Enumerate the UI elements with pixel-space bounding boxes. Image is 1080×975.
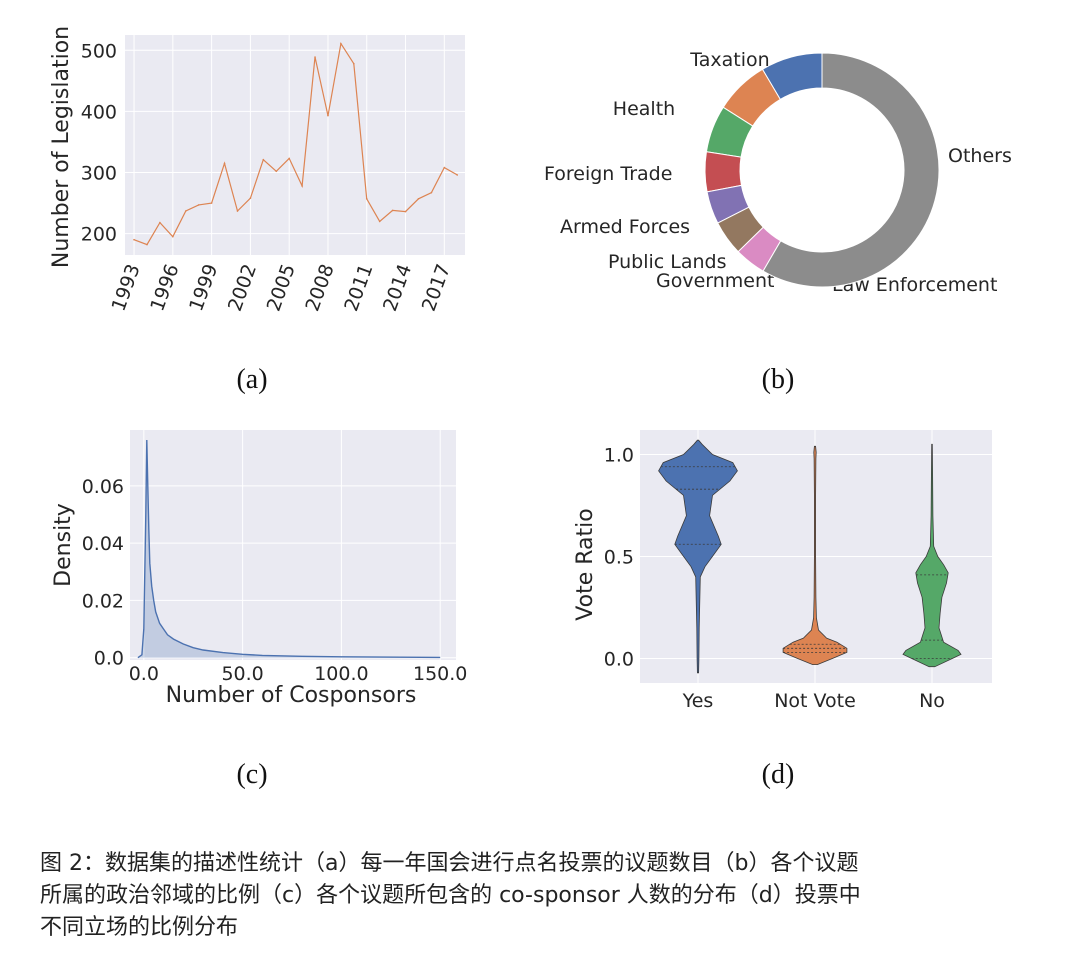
subfigure-label: (b) xyxy=(762,364,795,395)
data-point xyxy=(159,221,161,224)
y-tick-label: 0.04 xyxy=(82,533,124,555)
data-point xyxy=(262,158,265,161)
data-point xyxy=(443,166,446,169)
x-tick-label: Yes xyxy=(682,690,714,712)
data-point xyxy=(314,56,316,58)
donut-slice xyxy=(762,52,940,288)
data-point xyxy=(172,235,174,238)
data-point xyxy=(378,220,381,223)
x-tick-label: 2014 xyxy=(379,261,416,314)
data-point xyxy=(404,210,407,213)
slice-label: Law Enforcement xyxy=(832,274,997,296)
y-tick-label: 500 xyxy=(81,40,117,62)
x-tick-label: 2005 xyxy=(263,261,300,314)
density-curve xyxy=(137,439,441,659)
slice-label: Health xyxy=(613,98,675,120)
violin-body xyxy=(902,443,962,668)
x-tick-label: 0.0 xyxy=(129,663,159,685)
data-point xyxy=(184,210,187,212)
policy-area-donut-chart: Taxation Health Foreign Trade Armed Forces P… xyxy=(544,49,1012,395)
x-tick-label: 1996 xyxy=(146,261,183,314)
x-tick-label: 2002 xyxy=(224,261,261,314)
x-tick-label: 1993 xyxy=(108,261,145,314)
caption-line-3: 不同立场的比例分布 xyxy=(40,915,239,940)
slice-label: Foreign Trade xyxy=(544,163,672,185)
figure-caption: 图 2：数据集的描述性统计（a）每一年国会进行点名投票的议题数目（b）各个议题 … xyxy=(40,848,1050,944)
data-point xyxy=(327,114,329,117)
slice-label: Others xyxy=(948,145,1012,167)
y-tick-label: 0.02 xyxy=(82,590,124,612)
y-tick-label: 0.5 xyxy=(604,547,634,569)
data-point xyxy=(197,204,200,206)
panel-c-density-chart: 0.0 0.02 0.04 0.06 0.0 50.0 100.0 150.0 Number o… xyxy=(0,410,540,795)
data-point xyxy=(391,209,394,212)
x-axis-label: Number of Cosponsors xyxy=(166,683,417,708)
slice-label: Government xyxy=(656,270,775,292)
y-axis-label: Number of Legislation xyxy=(49,26,74,268)
legislation-line-chart: 200 300 400 500 1993 1996 1999 2002 2005 2008 2011… xyxy=(49,26,465,395)
subfigure-label: (a) xyxy=(236,364,267,395)
caption-line-1: 图 2：数据集的描述性统计（a）每一年国会进行点名投票的议题数目（b）各个议题 xyxy=(40,851,859,876)
data-point xyxy=(133,238,135,241)
data-point xyxy=(210,202,213,204)
x-tick-label: Not Vote xyxy=(774,690,856,712)
subfigure-label: (d) xyxy=(762,759,795,790)
x-tick-label: 100.0 xyxy=(314,663,368,685)
y-axis-label: Density xyxy=(51,503,76,587)
caption-line-2: 所属的政治邻域的比例（c）各个议题所包含的 co-sponsor 人数的分布（d… xyxy=(40,883,861,908)
plot-area xyxy=(125,35,465,255)
data-point xyxy=(456,174,459,176)
x-tick-label: 2008 xyxy=(301,261,338,314)
y-axis-label: Vote Ratio xyxy=(573,508,598,620)
y-tick-label: 0.0 xyxy=(604,649,634,671)
panel-d-violin-chart: 0.0 0.5 1.0 Yes Not Vote No Vote Ratio (d) xyxy=(540,410,1080,795)
panel-a-line-chart: 200 300 400 500 1993 1996 1999 2002 2005 2008 2011… xyxy=(0,0,540,400)
x-tick-label: 2011 xyxy=(340,261,377,314)
vote-ratio-violin-chart: 0.0 0.5 1.0 Yes Not Vote No Vote Ratio (d) xyxy=(573,430,992,790)
x-tick-label: 150.0 xyxy=(413,663,467,685)
data-point xyxy=(249,197,252,199)
panel-b-donut-chart: Taxation Health Foreign Trade Armed Forces P… xyxy=(540,0,1080,400)
legislation-series-line xyxy=(133,41,458,246)
data-point xyxy=(288,157,290,160)
violin-body xyxy=(658,439,738,674)
y-tick-label: 1.0 xyxy=(604,444,634,466)
slice-label: Armed Forces xyxy=(560,216,690,238)
data-point xyxy=(340,42,342,45)
subfigure-label: (c) xyxy=(236,759,267,790)
y-tick-label: 0.0 xyxy=(94,648,124,670)
x-tick-label: 2017 xyxy=(418,261,455,314)
y-tick-label: 400 xyxy=(81,101,117,123)
data-point xyxy=(430,191,433,194)
y-tick-label: 0.06 xyxy=(82,476,124,498)
x-tick-label: 1999 xyxy=(185,261,222,314)
y-tick-label: 200 xyxy=(81,224,117,246)
x-tick-label: No xyxy=(919,690,945,712)
data-point xyxy=(236,210,239,212)
y-tick-label: 300 xyxy=(81,163,117,185)
x-tick-label: 50.0 xyxy=(221,663,263,685)
slice-label: Public Lands xyxy=(608,251,727,273)
data-point xyxy=(301,185,303,187)
slice-label: Taxation xyxy=(689,49,769,71)
data-point xyxy=(417,197,420,200)
data-point xyxy=(146,243,148,246)
data-point xyxy=(275,170,278,173)
data-point xyxy=(353,62,355,65)
plot-area xyxy=(130,430,456,660)
data-point xyxy=(223,162,226,165)
data-point xyxy=(365,197,368,200)
donut-slice xyxy=(704,151,743,193)
